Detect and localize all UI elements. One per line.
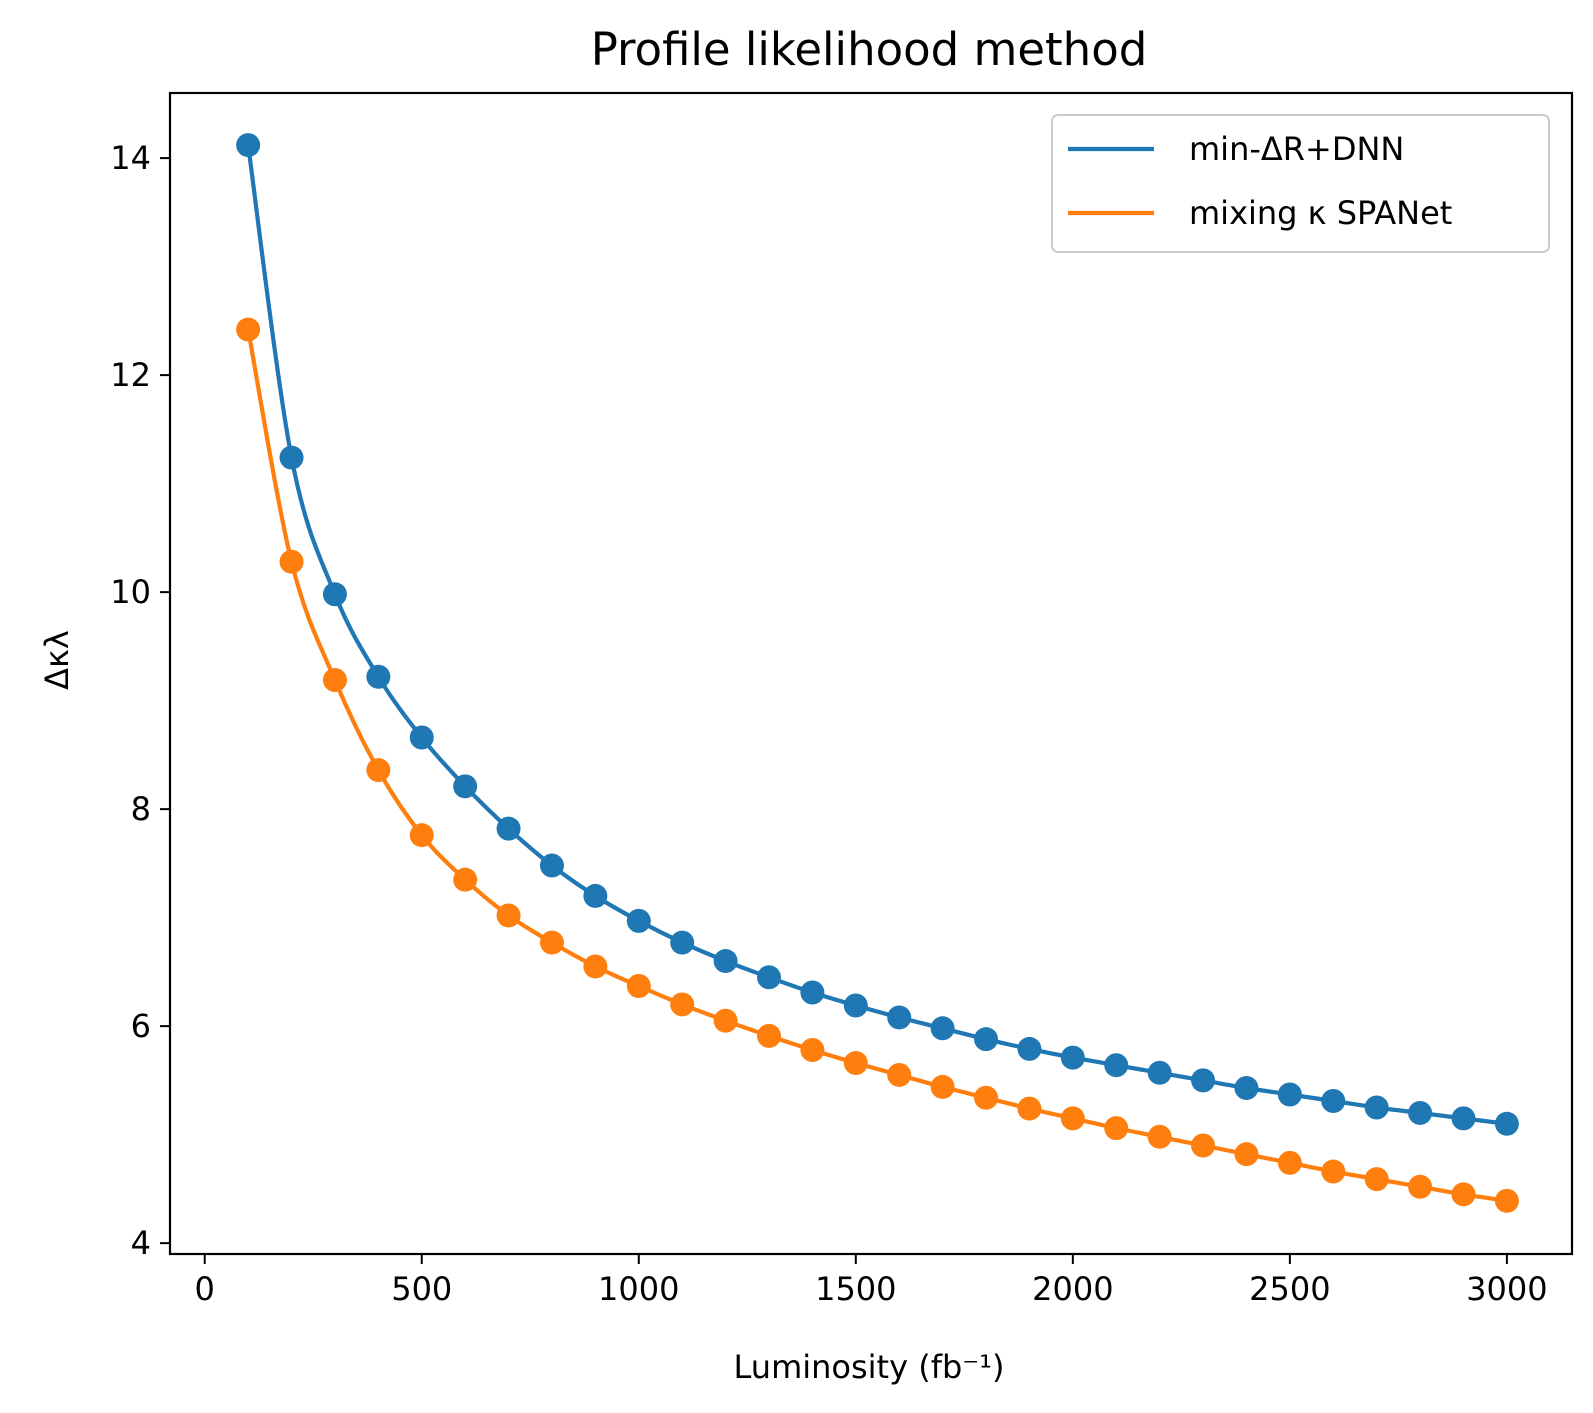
series-1-point-1900 — [1017, 1036, 1042, 1061]
series-1-point-1600 — [887, 1005, 912, 1030]
series-2-point-2500 — [1277, 1150, 1302, 1175]
series-2-point-2000 — [1060, 1106, 1085, 1131]
series-2-point-2800 — [1408, 1174, 1433, 1199]
series-1-point-2300 — [1191, 1068, 1216, 1093]
x-tick-label-2500: 2500 — [1249, 1270, 1330, 1308]
series-2-point-200 — [279, 549, 304, 574]
series-2-point-1900 — [1017, 1096, 1042, 1121]
series-2-point-300 — [322, 668, 347, 693]
series-1-point-600 — [453, 774, 478, 799]
y-tick-label-10: 10 — [110, 573, 151, 611]
series-2-point-2300 — [1191, 1133, 1216, 1158]
series-2-point-500 — [409, 823, 434, 848]
y-tick-label-6: 6 — [131, 1007, 151, 1045]
series-1-point-400 — [366, 664, 391, 689]
x-tick-label-1000: 1000 — [598, 1270, 679, 1308]
series-2-point-700 — [496, 903, 521, 928]
y-tick-label-4: 4 — [131, 1224, 151, 1262]
plot-area — [236, 133, 1519, 1213]
y-tick-label-12: 12 — [110, 356, 151, 394]
legend: min-ΔR+DNN mixing κ SPANet — [1051, 114, 1550, 253]
series-group — [236, 133, 1519, 1213]
legend-box — [1051, 114, 1550, 253]
axes-frame — [168, 91, 1574, 1256]
series-1-point-1500 — [843, 993, 868, 1018]
y-tick-label-14: 14 — [110, 139, 151, 177]
series-1-point-3000 — [1494, 1111, 1519, 1136]
series-1-point-100 — [236, 133, 261, 158]
series-2-point-2200 — [1147, 1124, 1172, 1149]
series-2-point-100 — [236, 317, 261, 342]
x-axis-label: Luminosity (fb⁻¹) — [734, 1348, 1005, 1386]
series-1-point-2900 — [1451, 1106, 1476, 1131]
series-1-point-2100 — [1104, 1053, 1129, 1078]
series-2-point-600 — [453, 867, 478, 892]
series-2-point-1400 — [800, 1038, 825, 1063]
series-1-point-800 — [539, 853, 564, 878]
series-2-point-2400 — [1234, 1142, 1259, 1167]
axes: 0 500 1000 1500 2000 2500 3000 4 6 8 10 12 14 — [110, 91, 1574, 1308]
series-2-point-400 — [366, 758, 391, 783]
series-2-point-1000 — [626, 973, 651, 998]
series-1-point-1200 — [713, 949, 738, 974]
y-axis-label: Δκλ — [38, 630, 76, 690]
series-2-point-1600 — [887, 1062, 912, 1087]
series-2-point-2100 — [1104, 1116, 1129, 1141]
x-tick-label-2000: 2000 — [1032, 1270, 1113, 1308]
series-1-point-2200 — [1147, 1060, 1172, 1085]
chart-title: Profile likelihood method — [591, 23, 1148, 76]
series-1-point-2600 — [1321, 1089, 1346, 1114]
series-1-point-2400 — [1234, 1075, 1259, 1100]
legend-label-1: min-ΔR+DNN — [1189, 130, 1404, 168]
series-1-point-1700 — [930, 1016, 955, 1041]
series-2-point-1100 — [670, 992, 695, 1017]
series-2 — [236, 317, 1519, 1213]
series-2-point-1800 — [974, 1085, 999, 1110]
x-tick-label-500: 500 — [391, 1270, 452, 1308]
series-1-point-300 — [322, 582, 347, 607]
series-2-point-2700 — [1364, 1167, 1389, 1192]
legend-label-2: mixing κ SPANet — [1189, 194, 1452, 232]
x-tick-label-1500: 1500 — [815, 1270, 896, 1308]
series-2-point-2600 — [1321, 1159, 1346, 1184]
series-1-point-2500 — [1277, 1082, 1302, 1107]
series-1-point-2000 — [1060, 1045, 1085, 1070]
x-tick-label-0: 0 — [195, 1270, 215, 1308]
series-2-point-2900 — [1451, 1182, 1476, 1207]
series-1-point-1400 — [800, 980, 825, 1005]
series-2-point-900 — [583, 954, 608, 979]
series-1-point-1000 — [626, 908, 651, 933]
series-2-point-1500 — [843, 1051, 868, 1076]
series-1-point-2800 — [1408, 1100, 1433, 1125]
series-2-point-1300 — [757, 1023, 781, 1048]
series-1-point-1100 — [670, 930, 695, 955]
x-tick-label-3000: 3000 — [1466, 1270, 1547, 1308]
series-1-point-2700 — [1364, 1095, 1389, 1120]
series-1-point-1800 — [974, 1027, 999, 1052]
series-1-point-200 — [279, 445, 304, 470]
series-2-point-1200 — [713, 1008, 738, 1033]
series-2-point-800 — [539, 930, 564, 955]
series-1-point-900 — [583, 883, 608, 908]
series-2-point-3000 — [1494, 1188, 1519, 1213]
series-1-point-1300 — [757, 965, 781, 990]
series-1-point-500 — [409, 725, 434, 750]
series-1-point-700 — [496, 816, 521, 841]
y-tick-label-8: 8 — [131, 790, 151, 828]
series-1 — [236, 133, 1519, 1136]
series-2-point-1700 — [930, 1074, 955, 1099]
